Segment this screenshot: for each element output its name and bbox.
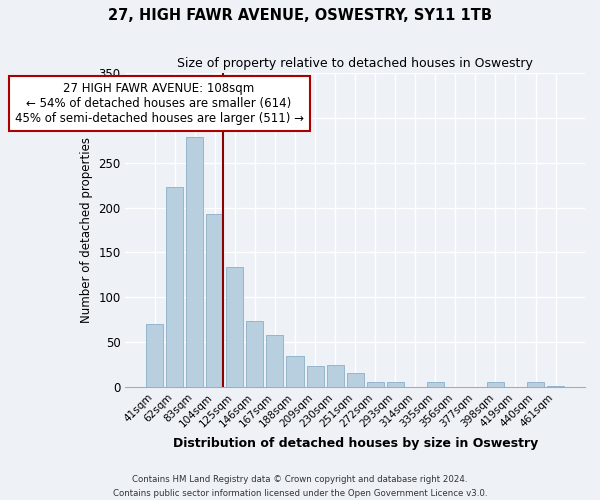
Bar: [266, 335, 283, 387]
Text: Contains HM Land Registry data © Crown copyright and database right 2024.
Contai: Contains HM Land Registry data © Crown c…: [113, 476, 487, 498]
Bar: [326, 364, 344, 387]
Bar: [146, 324, 163, 387]
Bar: [367, 382, 384, 387]
Bar: [307, 366, 323, 387]
X-axis label: Distribution of detached houses by size in Oswestry: Distribution of detached houses by size …: [173, 437, 538, 450]
Text: 27 HIGH FAWR AVENUE: 108sqm
← 54% of detached houses are smaller (614)
45% of se: 27 HIGH FAWR AVENUE: 108sqm ← 54% of det…: [14, 82, 304, 125]
Bar: [347, 374, 364, 387]
Bar: [387, 382, 404, 387]
Y-axis label: Number of detached properties: Number of detached properties: [80, 137, 92, 323]
Bar: [547, 386, 564, 387]
Bar: [527, 382, 544, 387]
Bar: [286, 356, 304, 387]
Bar: [186, 136, 203, 387]
Bar: [427, 382, 444, 387]
Title: Size of property relative to detached houses in Oswestry: Size of property relative to detached ho…: [177, 58, 533, 70]
Text: 27, HIGH FAWR AVENUE, OSWESTRY, SY11 1TB: 27, HIGH FAWR AVENUE, OSWESTRY, SY11 1TB: [108, 8, 492, 22]
Bar: [206, 214, 223, 387]
Bar: [166, 187, 183, 387]
Bar: [487, 382, 504, 387]
Bar: [226, 267, 244, 387]
Bar: [247, 322, 263, 387]
